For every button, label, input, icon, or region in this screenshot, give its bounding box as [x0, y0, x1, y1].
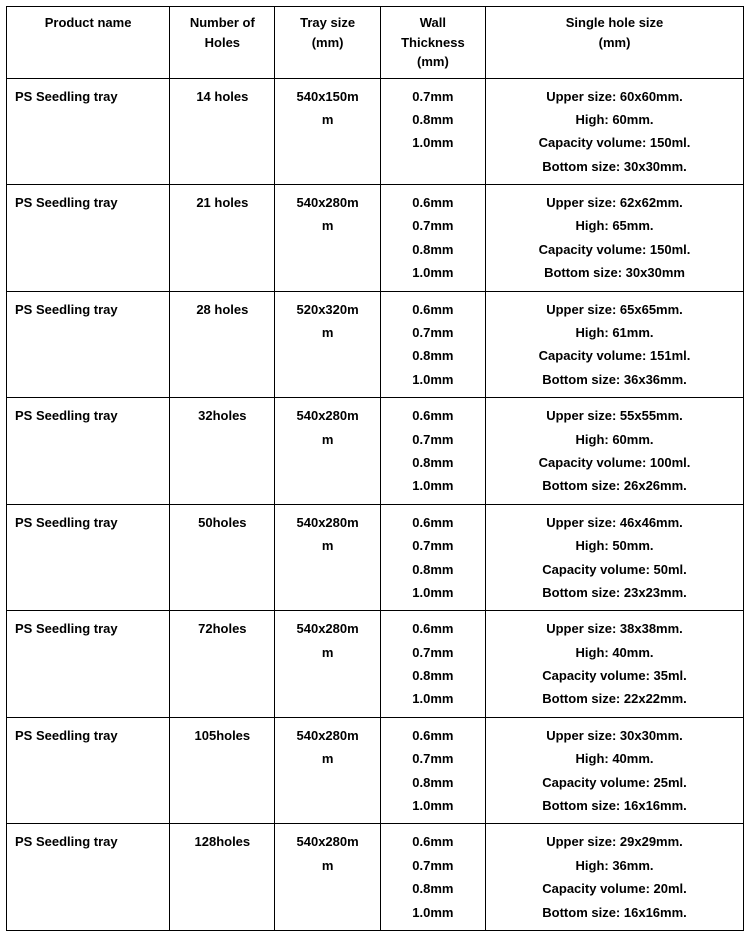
- cell-wall: 0.6mm0.7mm0.8mm1.0mm: [380, 291, 485, 398]
- table-row: PS Seedling tray128holes540x280mm0.6mm0.…: [7, 824, 744, 931]
- cell-product: PS Seedling tray: [7, 717, 170, 824]
- col-header-product: Product name: [7, 7, 170, 79]
- table-row: PS Seedling tray28 holes520x320mm0.6mm0.…: [7, 291, 744, 398]
- cell-tray: 520x320mm: [275, 291, 380, 398]
- cell-tray: 540x280mm: [275, 398, 380, 505]
- cell-holes: 105holes: [170, 717, 275, 824]
- table-row: PS Seedling tray14 holes540x150mm0.7mm0.…: [7, 78, 744, 185]
- table-row: PS Seedling tray72holes540x280mm0.6mm0.7…: [7, 611, 744, 718]
- table-body: PS Seedling tray14 holes540x150mm0.7mm0.…: [7, 78, 744, 931]
- cell-wall: 0.6mm0.7mm0.8mm1.0mm: [380, 611, 485, 718]
- table-row: PS Seedling tray50holes540x280mm0.6mm0.7…: [7, 504, 744, 611]
- cell-single: Upper size: 55x55mm.High: 60mm.Capacity …: [486, 398, 744, 505]
- cell-tray: 540x150mm: [275, 78, 380, 185]
- cell-product: PS Seedling tray: [7, 78, 170, 185]
- cell-tray: 540x280mm: [275, 504, 380, 611]
- cell-wall: 0.6mm0.7mm0.8mm1.0mm: [380, 185, 485, 292]
- table-row: PS Seedling tray32holes540x280mm0.6mm0.7…: [7, 398, 744, 505]
- cell-single: Upper size: 38x38mm.High: 40mm.Capacity …: [486, 611, 744, 718]
- cell-holes: 50holes: [170, 504, 275, 611]
- cell-holes: 72holes: [170, 611, 275, 718]
- cell-tray: 540x280mm: [275, 185, 380, 292]
- cell-wall: 0.6mm0.7mm0.8mm1.0mm: [380, 398, 485, 505]
- cell-product: PS Seedling tray: [7, 291, 170, 398]
- cell-holes: 14 holes: [170, 78, 275, 185]
- cell-product: PS Seedling tray: [7, 398, 170, 505]
- cell-tray: 540x280mm: [275, 717, 380, 824]
- col-header-single: Single hole size(mm): [486, 7, 744, 79]
- cell-single: Upper size: 62x62mm.High: 65mm.Capacity …: [486, 185, 744, 292]
- cell-holes: 32holes: [170, 398, 275, 505]
- cell-wall: 0.6mm0.7mm0.8mm1.0mm: [380, 717, 485, 824]
- cell-tray: 540x280mm: [275, 611, 380, 718]
- cell-wall: 0.7mm0.8mm1.0mm: [380, 78, 485, 185]
- table-row: PS Seedling tray21 holes540x280mm0.6mm0.…: [7, 185, 744, 292]
- cell-wall: 0.6mm0.7mm0.8mm1.0mm: [380, 824, 485, 931]
- cell-single: Upper size: 60x60mm.High: 60mm.Capacity …: [486, 78, 744, 185]
- cell-single: Upper size: 30x30mm.High: 40mm.Capacity …: [486, 717, 744, 824]
- table-header-row: Product name Number ofHoles Tray size(mm…: [7, 7, 744, 79]
- cell-holes: 128holes: [170, 824, 275, 931]
- table-row: PS Seedling tray105holes540x280mm0.6mm0.…: [7, 717, 744, 824]
- cell-product: PS Seedling tray: [7, 824, 170, 931]
- cell-product: PS Seedling tray: [7, 185, 170, 292]
- cell-single: Upper size: 46x46mm.High: 50mm.Capacity …: [486, 504, 744, 611]
- col-header-holes: Number ofHoles: [170, 7, 275, 79]
- col-header-tray-size: Tray size(mm): [275, 7, 380, 79]
- cell-product: PS Seedling tray: [7, 504, 170, 611]
- cell-holes: 21 holes: [170, 185, 275, 292]
- cell-product: PS Seedling tray: [7, 611, 170, 718]
- seedling-tray-spec-table: Product name Number ofHoles Tray size(mm…: [6, 6, 744, 931]
- cell-single: Upper size: 65x65mm.High: 61mm.Capacity …: [486, 291, 744, 398]
- cell-single: Upper size: 29x29mm.High: 36mm.Capacity …: [486, 824, 744, 931]
- cell-holes: 28 holes: [170, 291, 275, 398]
- col-header-wall: WallThickness(mm): [380, 7, 485, 79]
- cell-tray: 540x280mm: [275, 824, 380, 931]
- cell-wall: 0.6mm0.7mm0.8mm1.0mm: [380, 504, 485, 611]
